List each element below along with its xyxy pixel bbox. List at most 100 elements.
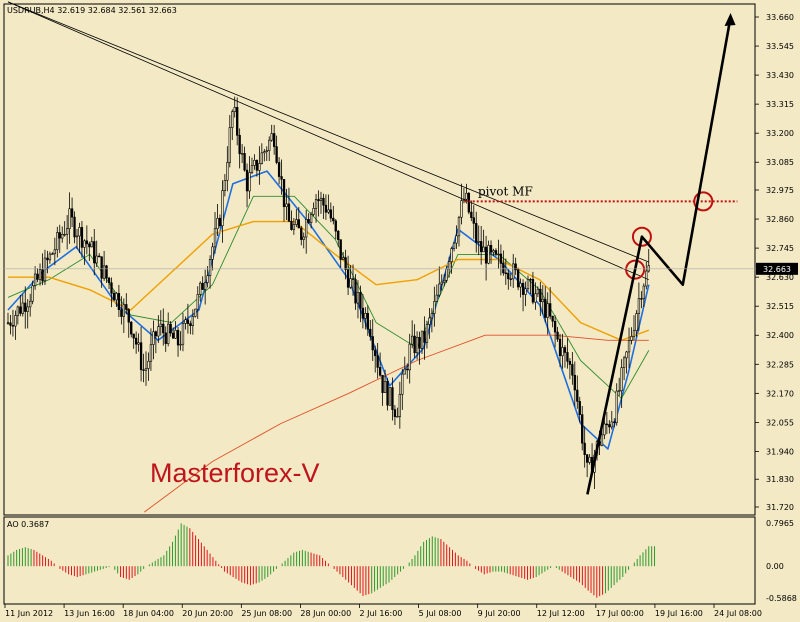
ao-tick-label: -0.5868 xyxy=(766,594,797,603)
candle-body xyxy=(208,259,212,276)
candle-body xyxy=(447,261,451,270)
candle-body xyxy=(46,257,49,261)
price-tick-label: 32.515 xyxy=(766,302,794,311)
candle-body xyxy=(585,454,589,463)
candle-body xyxy=(443,279,446,283)
candle-body xyxy=(411,335,414,345)
candle-body xyxy=(450,248,453,262)
candle-body xyxy=(19,306,22,314)
candle-body xyxy=(53,249,56,255)
candle-body xyxy=(452,242,456,249)
candle-body xyxy=(457,216,461,237)
candle-body xyxy=(307,219,310,223)
candle-body xyxy=(65,228,69,235)
candle-body xyxy=(287,203,291,222)
candle-body xyxy=(551,315,554,322)
candle-body xyxy=(344,257,347,270)
candle-body xyxy=(423,330,426,343)
candle-body xyxy=(647,265,650,272)
candle-body xyxy=(334,220,337,232)
candle-body xyxy=(445,268,448,281)
time-tick-label: 18 Jun 04:00 xyxy=(123,609,174,618)
candle-body xyxy=(317,199,320,202)
candle-body xyxy=(428,317,431,325)
candle-body xyxy=(605,423,609,426)
candle-body xyxy=(337,230,340,240)
time-tick-label: 13 Jun 16:00 xyxy=(64,609,115,618)
candle-body xyxy=(159,323,162,327)
candle-body xyxy=(356,292,360,304)
candle-body xyxy=(556,331,559,340)
price-tick-label: 32.630 xyxy=(766,273,794,282)
candle-body xyxy=(610,421,613,428)
candle-body xyxy=(566,352,569,362)
price-tick-label: 31.830 xyxy=(766,475,794,484)
candle-body xyxy=(213,228,217,248)
candle-body xyxy=(6,322,10,324)
candle-body xyxy=(509,278,512,280)
candle-body xyxy=(41,269,44,282)
candle-body xyxy=(16,306,20,316)
candle-body xyxy=(125,304,128,310)
candle-body xyxy=(236,107,239,136)
candle-body xyxy=(388,387,392,406)
time-tick-label: 5 Jul 08:00 xyxy=(419,609,462,618)
candle-body xyxy=(265,150,268,153)
candle-body xyxy=(14,315,17,327)
candle-body xyxy=(561,347,564,357)
candle-body xyxy=(571,364,574,376)
candle-body xyxy=(305,219,308,238)
candle-body xyxy=(393,409,397,417)
time-tick-label: 25 Jun 08:00 xyxy=(241,609,292,618)
candle-body xyxy=(512,263,515,280)
candle-body xyxy=(603,423,606,436)
candle-body xyxy=(132,333,135,339)
candle-body xyxy=(339,239,342,260)
candle-body xyxy=(250,165,254,173)
candle-body xyxy=(519,282,522,288)
candle-body xyxy=(144,368,148,371)
candle-body xyxy=(226,162,229,181)
candle-body xyxy=(573,374,576,391)
candle-body xyxy=(98,255,101,258)
price-tick-label: 33.660 xyxy=(766,13,794,22)
price-axis: 33.660 33.545 33.430 33.315 33.200 33.085 32.9… xyxy=(755,13,794,512)
candle-body xyxy=(312,208,315,215)
candle-body xyxy=(107,277,111,284)
candle-body xyxy=(272,133,276,147)
candle-body xyxy=(371,336,374,351)
candle-body xyxy=(147,360,150,369)
time-tick-label: 2 Jul 16:00 xyxy=(360,609,403,618)
candle-body xyxy=(280,176,283,180)
candle-body xyxy=(68,208,71,229)
candle-body xyxy=(514,263,517,271)
candle-body xyxy=(401,373,404,395)
candle-body xyxy=(642,285,645,299)
candle-body xyxy=(480,241,483,253)
candle-body xyxy=(398,393,402,417)
candle-body xyxy=(627,340,631,353)
time-tick-label: 20 Jun 20:00 xyxy=(182,609,233,618)
price-tick-label: 32.400 xyxy=(766,331,794,340)
trend-line xyxy=(7,1,649,281)
price-tick-label: 31.720 xyxy=(766,503,794,512)
candle-body xyxy=(9,322,12,326)
target-circle xyxy=(631,226,652,247)
forecast-arrowhead xyxy=(724,13,736,26)
candle-body xyxy=(70,208,74,218)
candle-body xyxy=(285,203,288,208)
ao-tick-label: 0.7965 xyxy=(766,519,794,528)
candle-body xyxy=(164,332,167,344)
pivot-label: pivot MF xyxy=(478,184,533,198)
candle-body xyxy=(378,367,382,376)
candle-body xyxy=(88,243,91,248)
candle-body xyxy=(492,250,495,253)
candle-body xyxy=(21,302,24,314)
time-tick-label: 9 Jul 20:00 xyxy=(478,609,521,618)
candle-body xyxy=(122,304,125,317)
candle-body xyxy=(369,328,372,337)
candle-body xyxy=(240,153,244,155)
candle-body xyxy=(549,303,552,317)
candle-body xyxy=(625,351,628,359)
candle-body xyxy=(403,368,406,375)
